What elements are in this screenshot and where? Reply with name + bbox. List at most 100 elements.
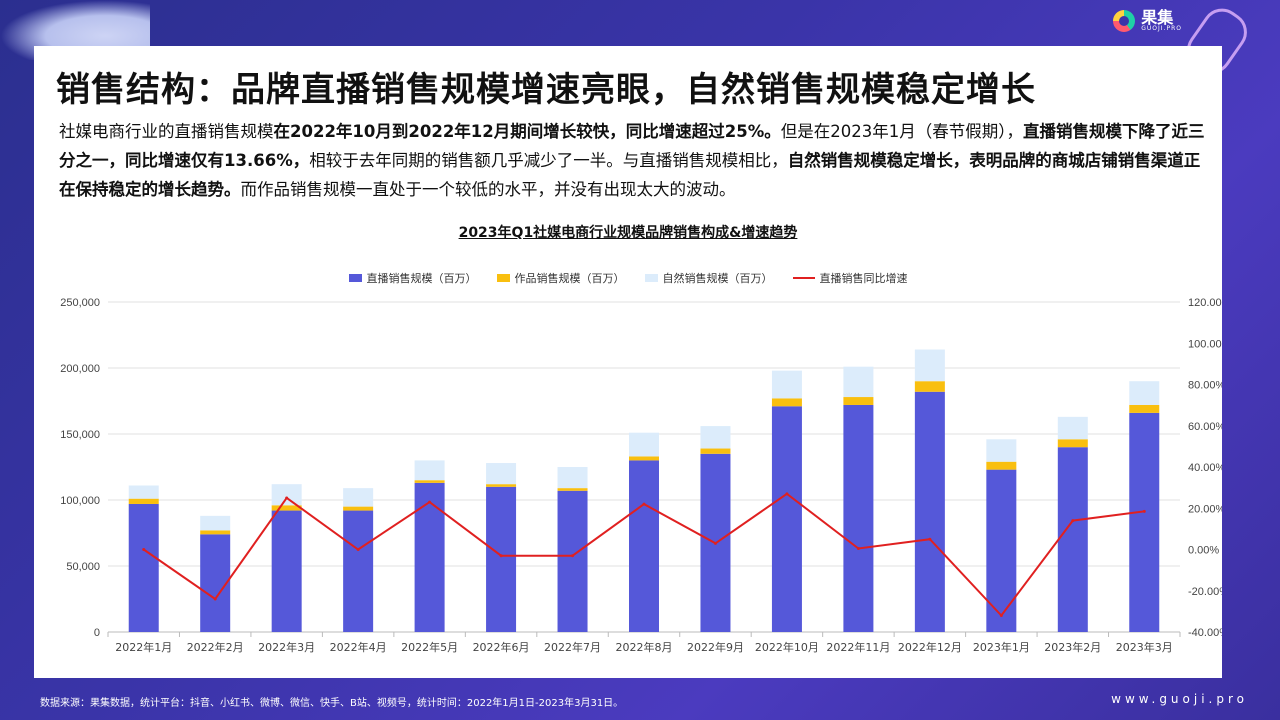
legend-label-growth: 直播销售同比增速	[819, 272, 908, 285]
combo-chart: 0 50,000 100,000 150,000 200,000 250,000 -40.0…	[60, 297, 1222, 654]
bar-segment-2	[343, 488, 374, 507]
bar-segment-2	[1057, 416, 1088, 440]
legend-swatch-live	[348, 274, 362, 282]
x-tick-label: 2022年1月	[115, 640, 172, 654]
bar-segment-1	[200, 530, 231, 535]
y-tick-label: 250,000	[60, 297, 100, 309]
y2-tick-label: -40.00%	[1188, 627, 1222, 639]
x-tick-label: 2022年12月	[898, 640, 962, 654]
bar-segment-0	[914, 391, 945, 632]
y2-tick-label: 60.00%	[1188, 421, 1222, 433]
growth-point	[356, 548, 360, 551]
y2-tick-label: 120.00%	[1188, 297, 1222, 309]
x-tick-label: 2023年1月	[973, 640, 1030, 654]
bar-segment-0	[128, 503, 159, 632]
bar-segment-1	[629, 456, 659, 461]
legend-item-works: 作品销售规模（百万）	[496, 270, 625, 286]
growth-point	[571, 554, 575, 558]
x-tick-label: 2022年5月	[401, 640, 458, 654]
legend-item-growth: 直播销售同比增速	[792, 270, 908, 286]
y2-tick-label: 80.00%	[1188, 380, 1222, 392]
growth-point	[856, 546, 860, 550]
x-tick-label: 2022年9月	[687, 640, 744, 654]
y2-tick-label: -20.00%	[1188, 586, 1222, 598]
bar-segment-0	[1057, 447, 1088, 632]
bar-segment-2	[486, 463, 517, 485]
growth-point	[642, 502, 646, 506]
growth-point	[1071, 519, 1075, 523]
y-tick-label: 0	[94, 627, 100, 639]
bar-segment-1	[1057, 439, 1088, 448]
legend-label-natural: 自然销售规模（百万）	[662, 272, 773, 285]
growth-point	[1142, 509, 1146, 513]
summary-paragraph: 社媒电商行业的直播销售规模在2022年10月到2022年12月期间增长较快，同比…	[59, 117, 1209, 204]
bar-segment-1	[986, 461, 1017, 470]
para-text-1: 社媒电商行业的直播销售规模	[59, 122, 274, 141]
bar-segment-1	[343, 506, 374, 511]
x-tick-label: 2023年2月	[1044, 640, 1101, 654]
bar-segment-0	[843, 404, 874, 632]
growth-point	[142, 548, 146, 551]
bar-segment-2	[414, 460, 445, 481]
x-tick-label: 2023年3月	[1116, 640, 1173, 654]
growth-point	[499, 554, 503, 558]
bar-segment-2	[843, 366, 874, 398]
bar-segment-0	[629, 460, 659, 632]
para-bold-3: 自然销售规模稳定增长，表明品牌的商城店铺销售渠道正在保持稳定的增长趋势。	[59, 151, 1201, 199]
bar-segment-1	[486, 484, 517, 487]
legend-label-live: 直播销售规模（百万）	[366, 272, 477, 285]
para-bold-2: 直播销售规模下降了近三分之一，同比增速仅有13.66%，	[59, 122, 1205, 170]
growth-point	[785, 492, 789, 496]
bar-segment-2	[1129, 381, 1160, 405]
bar-segment-0	[486, 486, 517, 632]
bar-segment-0	[1129, 412, 1160, 632]
legend-item-live: 直播销售规模（百万）	[348, 270, 477, 286]
x-tick-label: 2022年3月	[258, 640, 315, 654]
bar-segment-1	[414, 480, 445, 483]
growth-point	[713, 541, 717, 545]
legend-swatch-natural	[644, 274, 658, 282]
bar-segment-1	[1129, 404, 1160, 413]
bar-segment-0	[343, 510, 374, 632]
data-source-note: 数据来源：果集数据，统计平台：抖音、小红书、微博、微信、快手、B站、视频号，统计…	[40, 698, 624, 709]
bar-segment-2	[128, 485, 159, 499]
growth-point	[428, 500, 432, 504]
para-text-2: 但是在2023年1月（春节假期），	[780, 122, 1024, 141]
y-tick-label: 50,000	[66, 561, 100, 573]
bar-segment-0	[986, 469, 1017, 632]
para-bold-1: 在2022年10月到2022年12月期间增长较快，同比增速超过25%。	[273, 122, 781, 141]
legend-item-natural: 自然销售规模（百万）	[644, 270, 773, 286]
page-title: 销售结构：品牌直播销售规模增速亮眼，自然销售规模稳定增长	[56, 70, 1036, 110]
bar-segment-2	[557, 467, 588, 489]
chart-legend: 直播销售规模（百万） 作品销售规模（百万） 自然销售规模（百万） 直播销售同比增…	[34, 270, 1222, 286]
bar-segment-2	[986, 439, 1017, 462]
logo-subtext: GUOJI.PRO	[1141, 24, 1182, 32]
bar-segment-2	[700, 426, 731, 449]
bar-segment-2	[771, 370, 802, 399]
growth-point	[213, 597, 217, 601]
legend-swatch-works	[496, 274, 510, 282]
para-text-4: 而作品销售规模一直处于一个较低的水平，并没有出现太大的波动。	[240, 180, 736, 199]
y-tick-label: 200,000	[60, 363, 100, 375]
legend-label-works: 作品销售规模（百万）	[514, 272, 625, 285]
y-tick-label: 100,000	[60, 495, 100, 507]
brand-logo: 果集 GUOJI.PRO	[1113, 7, 1182, 32]
bar-segment-0	[271, 510, 302, 632]
chart-title: 2023年Q1社媒电商行业规模品牌销售构成&增速趋势	[458, 225, 798, 241]
y-tick-label: 150,000	[60, 429, 100, 441]
bar-segment-1	[914, 381, 945, 392]
x-tick-label: 2022年2月	[187, 640, 244, 654]
bar-segment-1	[771, 398, 802, 407]
x-tick-label: 2022年7月	[544, 640, 601, 654]
bar-segment-1	[128, 498, 159, 504]
bar-segment-0	[557, 490, 588, 632]
bar-segment-2	[914, 349, 945, 382]
y2-tick-label: 40.00%	[1188, 462, 1222, 474]
bar-segment-1	[271, 505, 302, 511]
website-url: www.guoji.pro	[1111, 692, 1248, 706]
bar-segment-0	[414, 482, 445, 632]
bar-segment-1	[557, 488, 588, 491]
logo-icon	[1113, 10, 1136, 32]
logo-text: 果集	[1141, 7, 1174, 27]
y2-tick-label: 100.00%	[1188, 338, 1222, 350]
